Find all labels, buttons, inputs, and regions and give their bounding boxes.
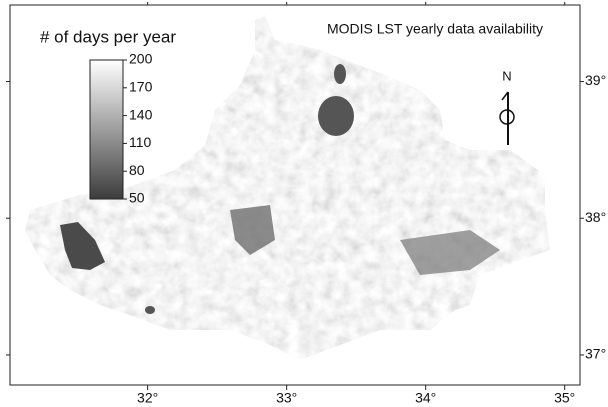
colorbar-label: # of days per year bbox=[40, 27, 176, 46]
map-title: MODIS LST yearly data availability bbox=[327, 21, 543, 37]
colorbar-tick-label: 50 bbox=[129, 190, 145, 206]
colorbar-tick-label: 80 bbox=[129, 162, 145, 178]
north-label: N bbox=[502, 68, 511, 83]
dark-area bbox=[230, 205, 275, 255]
dark-area bbox=[60, 222, 105, 270]
colorbar-tick-label: 110 bbox=[129, 134, 152, 150]
lake-small bbox=[334, 64, 346, 84]
x-tick-label: 35° bbox=[554, 390, 575, 406]
x-tick-label: 32° bbox=[137, 390, 158, 406]
y-tick-label: 37° bbox=[585, 346, 606, 362]
colorbar bbox=[89, 59, 124, 200]
colorbar-tick-label: 140 bbox=[129, 106, 153, 122]
colorbar-tick-label: 200 bbox=[129, 51, 153, 67]
colorbar-tick-label: 170 bbox=[129, 79, 153, 95]
north-arrow: N bbox=[499, 68, 515, 145]
north-circle bbox=[499, 109, 515, 125]
dark-area bbox=[400, 230, 500, 275]
lake bbox=[318, 96, 354, 136]
x-tick-label: 34° bbox=[415, 390, 436, 406]
y-tick-label: 39° bbox=[585, 72, 606, 88]
dark-area bbox=[145, 306, 155, 314]
y-tick-label: 38° bbox=[585, 209, 606, 225]
north-arrowhead bbox=[501, 91, 509, 101]
x-tick-label: 33° bbox=[276, 390, 297, 406]
region bbox=[25, 15, 550, 360]
